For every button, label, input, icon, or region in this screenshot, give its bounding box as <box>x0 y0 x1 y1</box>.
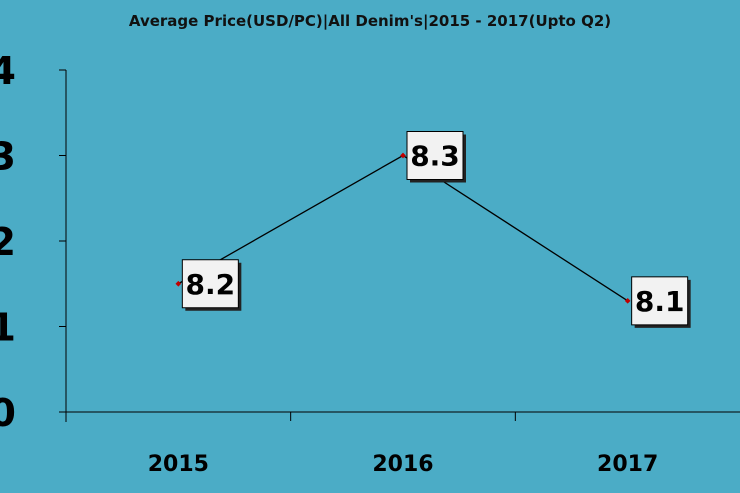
data-label: 8.1 <box>631 276 691 328</box>
data-label: 8.2 <box>181 259 242 311</box>
y-tick-label: 1 <box>0 306 16 350</box>
data-label-box <box>631 276 689 326</box>
y-tick-label: 2 <box>0 220 16 264</box>
data-label: 8.3 <box>406 131 466 183</box>
chart-axes <box>60 70 740 422</box>
chart-title: Average Price(USD/PC)|All Denim's|2015 -… <box>129 12 611 31</box>
series-line-path <box>178 154 629 302</box>
data-label-text: 8.3 <box>410 140 460 173</box>
data-label-text: 8.2 <box>186 268 236 301</box>
x-tick-label: 2015 <box>148 452 209 477</box>
y-tick-label: 0 <box>0 391 16 435</box>
data-label-box <box>181 259 239 309</box>
data-point-marker <box>175 280 182 287</box>
y-tick-label: 3 <box>0 135 16 179</box>
x-tick-label: 2016 <box>372 452 433 477</box>
data-point-marker <box>624 298 631 304</box>
y-tick-label: 4 <box>0 49 16 93</box>
x-tick-label: 2017 <box>597 452 658 477</box>
series-line <box>175 152 631 304</box>
data-point-marker <box>400 152 406 159</box>
x-axis-ticks: 2015 2016 2017 <box>148 412 658 477</box>
data-label-box <box>406 131 464 180</box>
data-label-text: 8.1 <box>635 285 685 318</box>
data-labels: 8.2 8.3 8.1 <box>181 131 691 328</box>
y-axis-ticks: 0 1 2 3 4 <box>0 49 66 435</box>
